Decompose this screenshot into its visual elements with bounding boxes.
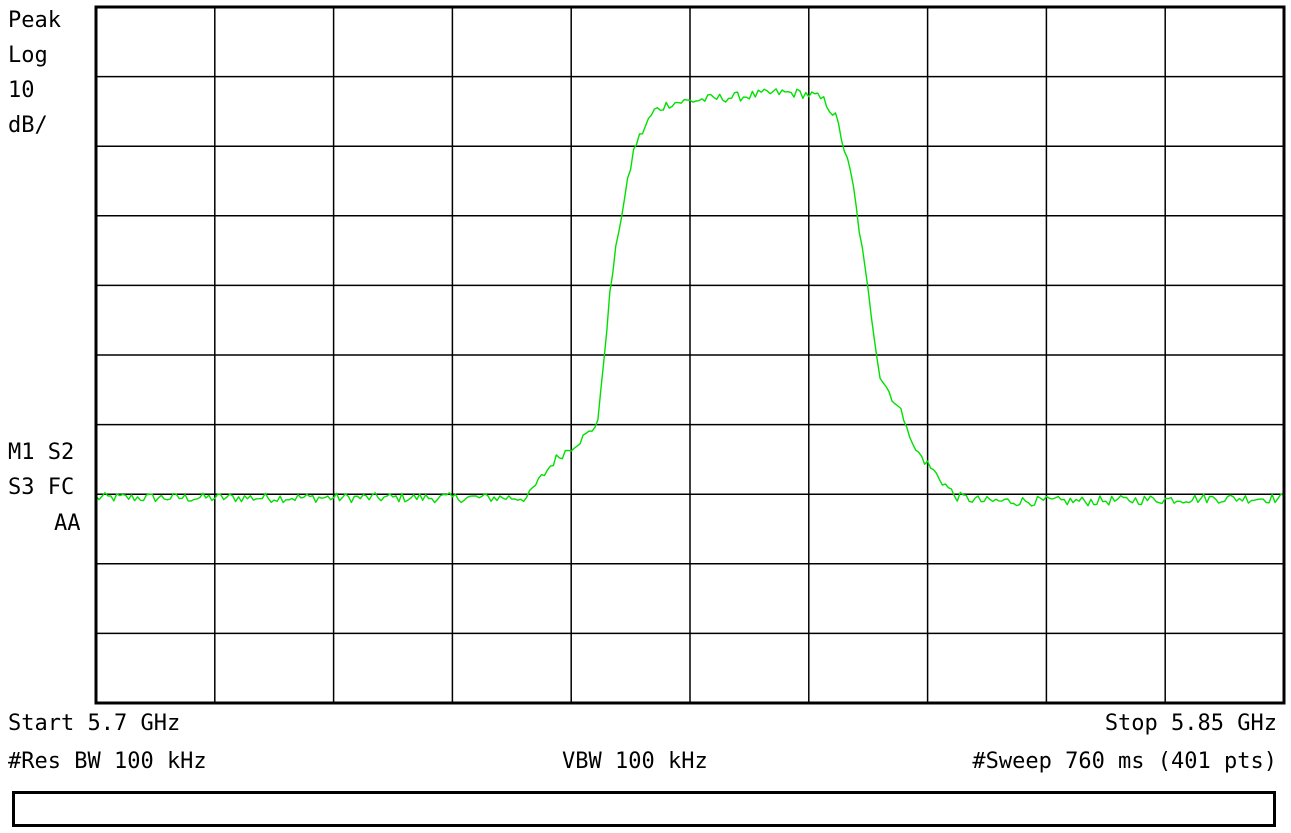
resolution-bandwidth: #Res BW 100 kHz	[8, 749, 207, 774]
marker-label-aa: AA	[54, 511, 81, 536]
plot-frame	[94, 5, 1286, 705]
sweep-info: #Sweep 760 ms (401 pts)	[972, 749, 1277, 774]
detector-label: Peak	[8, 8, 61, 33]
status-message-box	[12, 791, 1276, 827]
video-bandwidth: VBW 100 kHz	[562, 749, 708, 774]
start-frequency: Start 5.7 GHz	[8, 711, 181, 736]
stop-frequency: Stop 5.85 GHz	[1104, 711, 1277, 736]
scale-unit-label: dB/	[8, 113, 48, 138]
graticule	[96, 7, 1284, 703]
scale-type-label: Log	[8, 43, 48, 68]
marker-label-s3-fc: S3 FC	[8, 475, 75, 500]
marker-label-m1-s2: M1 S2	[8, 440, 75, 465]
scale-value-label: 10	[8, 78, 35, 103]
spectrum-trace	[95, 88, 1285, 507]
